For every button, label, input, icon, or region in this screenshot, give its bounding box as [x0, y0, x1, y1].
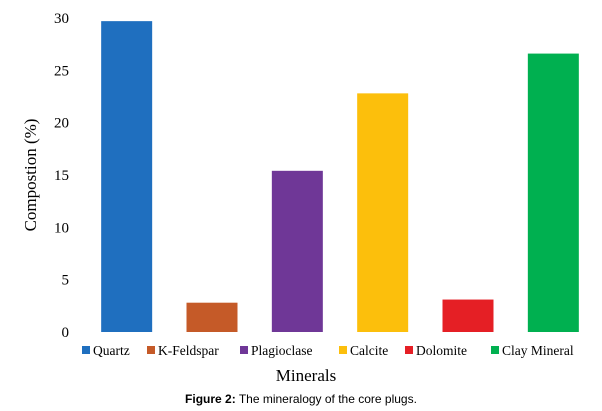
y-axis-ticks: 0 5 10 15 20 25 30 [54, 11, 69, 341]
x-axis-label: Minerals [276, 366, 336, 385]
legend-swatch-plagioclase [240, 346, 248, 354]
y-tick-label-25: 25 [54, 63, 69, 79]
bar-quartz [101, 21, 153, 332]
legend-swatch-k-feldspar [147, 346, 155, 354]
y-tick-label-5: 5 [62, 273, 70, 289]
bar-plagioclase [271, 170, 323, 332]
y-tick-label-10: 10 [54, 220, 69, 236]
bars [101, 21, 579, 332]
legend: Quartz K-Feldspar Plagioclase Calcite Dolomi… [82, 343, 574, 358]
y-tick-label-30: 30 [54, 11, 69, 27]
legend-swatch-clay-mineral [491, 346, 499, 354]
legend-label-calcite: Calcite [350, 343, 388, 358]
bar-k-feldspar [186, 302, 238, 332]
caption-label: Figure 2: [185, 392, 236, 406]
legend-label-clay-mineral: Clay Mineral [502, 343, 574, 358]
legend-swatch-dolomite [405, 346, 413, 354]
y-tick-label-0: 0 [62, 325, 70, 341]
legend-label-k-feldspar: K-Feldspar [158, 343, 219, 358]
legend-swatch-calcite [339, 346, 347, 354]
bar-clay-mineral [527, 53, 579, 332]
figure-caption: Figure 2: The mineralogy of the core plu… [0, 392, 602, 406]
legend-swatch-quartz [82, 346, 90, 354]
legend-label-plagioclase: Plagioclase [251, 343, 312, 358]
y-axis-label: Compostion (%) [21, 119, 40, 232]
bar-dolomite [442, 299, 494, 332]
caption-text: The mineralogy of the core plugs. [235, 392, 417, 406]
y-tick-label-20: 20 [54, 116, 69, 132]
bar-calcite [357, 93, 409, 332]
legend-label-dolomite: Dolomite [416, 343, 467, 358]
y-tick-label-15: 15 [54, 168, 69, 184]
legend-label-quartz: Quartz [93, 343, 130, 358]
